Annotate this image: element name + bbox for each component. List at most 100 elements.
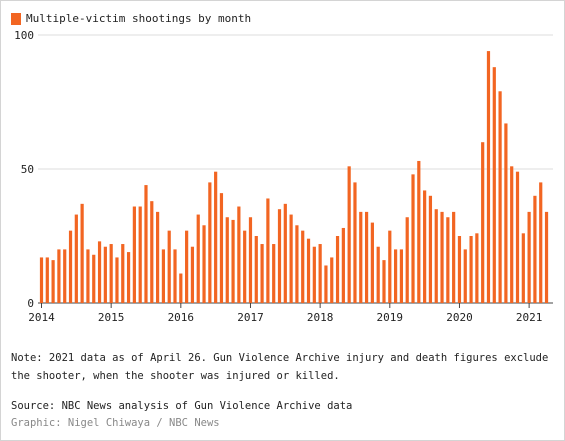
bar	[272, 244, 276, 303]
bar	[39, 257, 44, 303]
bar	[446, 217, 450, 303]
y-tick-label: 0	[27, 297, 34, 310]
bar	[190, 246, 195, 303]
bar	[452, 211, 456, 303]
bar	[214, 171, 218, 303]
bar	[63, 249, 67, 303]
bar	[92, 254, 96, 303]
bar	[173, 249, 177, 303]
bar	[527, 211, 531, 303]
bar	[370, 222, 374, 303]
bar	[97, 241, 102, 303]
bar	[115, 257, 119, 303]
bar	[330, 257, 334, 303]
bar	[469, 236, 473, 303]
bar	[45, 257, 49, 303]
bar	[289, 214, 293, 303]
bar	[295, 225, 299, 303]
bar	[364, 211, 369, 303]
bar	[312, 246, 316, 303]
legend: Multiple-victim shootings by month	[11, 12, 251, 25]
bar	[376, 246, 380, 303]
bar	[463, 249, 467, 303]
legend-swatch	[11, 12, 21, 25]
bar	[388, 230, 392, 303]
bar	[335, 236, 340, 303]
bar	[434, 209, 438, 303]
bar	[237, 206, 241, 303]
bar	[254, 236, 258, 303]
bar	[544, 211, 549, 303]
bar	[202, 225, 206, 303]
x-tick-label: 2020	[446, 311, 473, 324]
bar	[167, 230, 171, 303]
bar	[243, 230, 247, 303]
bar	[266, 198, 270, 303]
bar	[411, 174, 415, 303]
bar	[109, 244, 113, 303]
x-tick-label: 2019	[377, 311, 404, 324]
x-tick-label: 2018	[307, 311, 334, 324]
bar	[74, 214, 78, 303]
x-tick-label: 2017	[237, 311, 264, 324]
bar	[481, 142, 485, 303]
bar	[324, 265, 328, 303]
bar	[283, 203, 287, 303]
bar	[417, 160, 421, 303]
bar	[510, 166, 514, 303]
bar	[539, 182, 543, 303]
bar	[457, 236, 462, 303]
bar	[428, 195, 433, 303]
bar	[51, 260, 55, 303]
bar	[86, 249, 90, 303]
bar	[504, 123, 508, 303]
bar	[440, 211, 444, 303]
y-tick-label: 100	[14, 29, 34, 42]
bar	[301, 230, 305, 303]
bar	[161, 249, 166, 303]
bar	[196, 214, 200, 303]
bar	[144, 185, 148, 303]
y-tick-label: 50	[21, 163, 34, 176]
bar	[185, 230, 189, 303]
bar	[126, 252, 131, 303]
bar	[68, 230, 73, 303]
legend-label: Multiple-victim shootings by month	[26, 12, 252, 25]
bar	[57, 249, 61, 303]
bar	[306, 238, 311, 303]
chart-source: Source: NBC News analysis of Gun Violenc…	[11, 400, 353, 412]
bar	[353, 182, 357, 303]
bar	[103, 246, 107, 303]
bar	[405, 217, 409, 303]
bar	[521, 233, 525, 303]
x-tick-label: 2016	[168, 311, 195, 324]
bar	[225, 217, 229, 303]
bar	[382, 260, 386, 303]
bar	[533, 195, 537, 303]
bar	[208, 182, 212, 303]
bar	[347, 166, 351, 303]
bar	[156, 211, 160, 303]
bar	[231, 219, 235, 303]
x-tick-label: 2014	[28, 311, 55, 324]
bar	[399, 249, 404, 303]
bar	[132, 206, 136, 303]
bar	[492, 67, 496, 303]
bar	[318, 244, 322, 303]
bar	[179, 273, 183, 303]
bar	[486, 51, 491, 303]
bar	[121, 244, 125, 303]
bar	[515, 171, 520, 303]
bar	[498, 91, 502, 303]
bar	[80, 203, 84, 303]
bar	[277, 209, 282, 303]
bar	[138, 206, 142, 303]
bar	[475, 233, 479, 303]
bar	[219, 193, 224, 303]
bar	[394, 249, 398, 303]
x-tick-label: 2015	[98, 311, 125, 324]
bar-chart: 0 50 100 2014 2015 2016 2017 2018 2019 2020 2021	[14, 29, 553, 324]
x-tick-label: 2021	[516, 311, 543, 324]
bar	[248, 217, 253, 303]
chart-credit: Graphic: Nigel Chiwaya / NBC News	[11, 417, 220, 429]
